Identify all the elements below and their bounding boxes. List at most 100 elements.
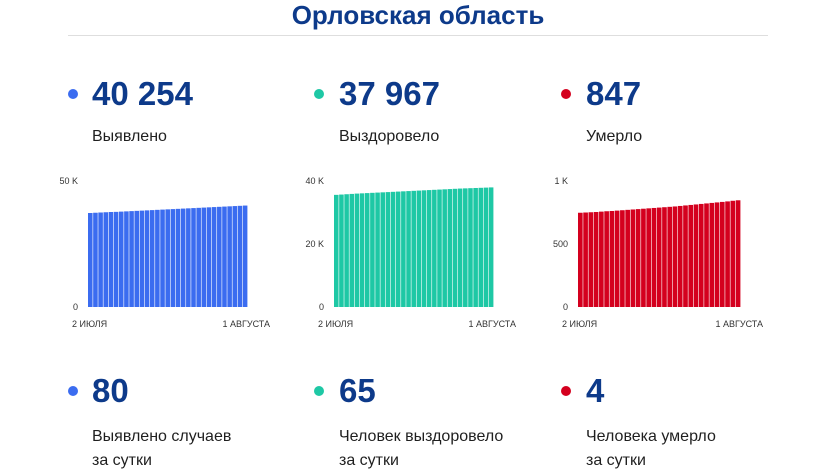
recovered-ytick-label-1: 20 K	[305, 239, 324, 249]
recovered-bar-12	[395, 191, 401, 307]
deaths-bar-27	[719, 201, 725, 307]
deaths-bar-29	[730, 200, 736, 307]
recovered-bar-13	[401, 191, 406, 307]
deaths-bar-20	[683, 205, 688, 307]
page-title: Орловская область	[291, 0, 545, 30]
recovered-xtick-label-end: 1 АВГУСТА	[468, 319, 516, 329]
cases-bar-16	[170, 209, 176, 307]
deaths-bar-9	[625, 209, 630, 307]
deaths-bar-26	[714, 202, 720, 307]
deaths-bar-2	[588, 212, 594, 307]
deaths-bar-1	[583, 212, 588, 307]
recovered-bar-22	[447, 189, 453, 307]
cases-bar-18	[180, 208, 186, 307]
cases-ytick-label-0: 0	[73, 302, 78, 312]
recovered-ytick-label-2: 40 K	[305, 176, 324, 186]
cases-bar-17	[175, 208, 181, 307]
recovered-bar-11	[390, 191, 396, 307]
daily-deaths-label-line1: Человека умерло	[586, 428, 716, 445]
cases-bar-9	[134, 210, 140, 307]
cases-bar-23	[206, 207, 212, 307]
cases-bar-14	[160, 209, 165, 307]
recovered-bullet-icon	[314, 89, 324, 99]
deaths-bar-0	[578, 212, 583, 307]
total-deaths-value: 847	[586, 75, 642, 112]
recovered-bar-14	[406, 191, 411, 307]
deaths-bar-30	[735, 200, 741, 307]
deaths-bar-16	[662, 207, 667, 307]
deaths-bar-23	[698, 203, 704, 307]
cases-bar-10	[139, 210, 145, 307]
cases-bar-2	[98, 212, 103, 307]
recovered-bar-3	[349, 193, 355, 307]
recovered-bar-29	[483, 187, 489, 307]
deaths-xtick-label-start: 2 ИЮЛЯ	[562, 319, 597, 329]
recovered-bar-26	[468, 188, 473, 307]
cases-xtick-label-end: 1 АВГУСТА	[222, 319, 270, 329]
deaths-bar-11	[635, 209, 641, 307]
cases-ytick-label-1: 50 K	[59, 176, 78, 186]
cases-bar-20	[191, 208, 196, 307]
cases-bullet-icon	[68, 89, 78, 99]
total-recovered-label: Выздоровело	[339, 128, 440, 145]
cases-bar-13	[155, 209, 160, 307]
recovered-xtick-label-start: 2 ИЮЛЯ	[318, 319, 353, 329]
recovered-bar-24	[457, 188, 463, 307]
cases-bar-1	[93, 212, 98, 307]
total-recovered-value: 37 967	[339, 75, 440, 112]
daily-cases-label-line2: за сутки	[92, 452, 152, 469]
cases-bar-5	[113, 211, 119, 307]
daily-recovered-value: 65	[339, 372, 376, 409]
deaths-ytick-label-1: 500	[553, 239, 568, 249]
deaths-bar-17	[667, 206, 673, 307]
cases-bar-26	[222, 206, 227, 307]
daily-recovered-label-line1: Человек выздоровело	[339, 428, 504, 445]
recovered-bar-6	[364, 193, 370, 307]
daily-cases-value: 80	[92, 372, 129, 409]
recovered-bar-8	[375, 192, 380, 307]
deaths-ytick-label-0: 0	[563, 302, 568, 312]
recovered-bar-2	[344, 194, 349, 307]
deaths-bar-12	[641, 208, 646, 307]
cases-bar-21	[196, 207, 201, 307]
cases-bar-25	[217, 206, 222, 307]
cases-bar-30	[242, 205, 248, 307]
recovered-bar-0	[334, 194, 339, 307]
daily-recovered-label-line2: за сутки	[339, 452, 399, 469]
deaths-bar-8	[620, 210, 625, 307]
deaths-bar-25	[709, 202, 715, 307]
recovered-bar-23	[452, 188, 458, 307]
cases-bar-27	[227, 206, 232, 307]
daily-deaths-value: 4	[586, 372, 605, 409]
recovered-bar-21	[442, 189, 447, 307]
cases-xtick-label-start: 2 ИЮЛЯ	[72, 319, 107, 329]
deaths-bar-14	[651, 207, 657, 307]
daily-cases-bullet-icon	[68, 386, 78, 396]
deaths-bar-5	[604, 211, 609, 307]
deaths-bar-3	[593, 212, 599, 307]
cases-bar-8	[129, 211, 134, 307]
cases-bar-6	[118, 211, 124, 307]
cases-bar-19	[186, 208, 191, 307]
recovered-bar-27	[473, 187, 478, 307]
deaths-bar-22	[693, 204, 699, 307]
cases-bar-29	[237, 205, 243, 307]
total-deaths-label: Умерло	[586, 128, 643, 145]
deaths-bar-21	[688, 204, 694, 307]
deaths-bar-15	[656, 207, 662, 307]
recovered-bar-19	[432, 189, 437, 307]
daily-cases-label-line1: Выявлено случаев	[92, 428, 232, 445]
daily-deaths-bullet-icon	[561, 386, 571, 396]
total-cases-label: Выявлено	[92, 128, 167, 145]
title-divider	[68, 35, 768, 36]
deaths-bullet-icon	[561, 89, 571, 99]
daily-deaths-label-line2: за сутки	[586, 452, 646, 469]
deaths-bar-24	[704, 203, 709, 307]
cases-bar-24	[211, 207, 217, 307]
daily-recovered-bullet-icon	[314, 386, 324, 396]
cases-bar-4	[108, 212, 114, 307]
recovered-bar-1	[339, 194, 344, 307]
recovered-bar-18	[426, 190, 432, 307]
cases-bar-22	[201, 207, 207, 307]
